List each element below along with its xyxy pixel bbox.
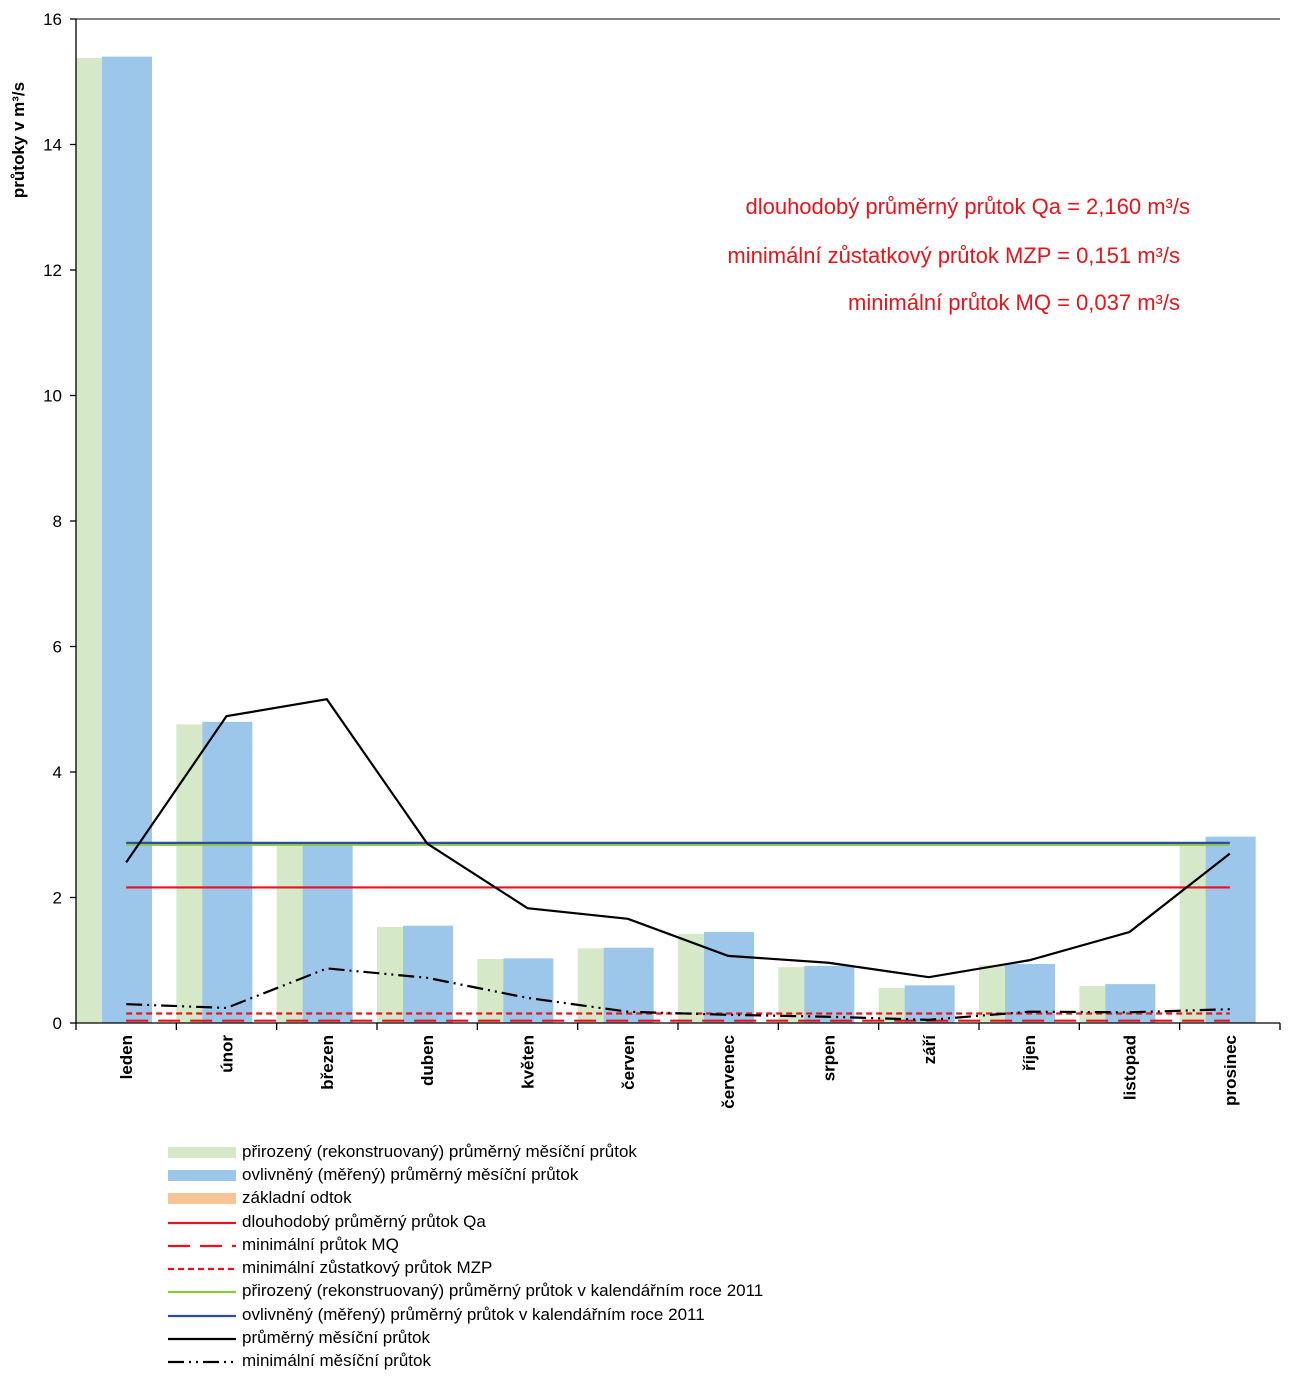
x-tick-label: říjen <box>1020 1035 1039 1071</box>
legend-swatch <box>168 1168 236 1182</box>
legend-swatch <box>168 1354 236 1368</box>
series-lines <box>125 698 1231 1021</box>
bar-measured <box>403 925 453 1023</box>
annotation-qa: dlouhodobý průměrný průtok Qa = 2,160 m³… <box>745 194 1190 219</box>
x-tick-label: leden <box>117 1035 136 1079</box>
legend-swatch <box>168 1191 236 1205</box>
y-tick-labels: 0 2 4 6 8 10 12 14 16 <box>43 10 62 1033</box>
legend-swatch <box>168 1284 236 1298</box>
legend-swatch <box>168 1308 236 1322</box>
min-monthly-flow-line <box>126 967 1230 1021</box>
legend-label: dlouhodobý průměrný průtok Qa <box>242 1211 486 1231</box>
x-tick-label: duben <box>418 1035 437 1086</box>
legend-item: přirozený (rekonstruovaný) průměrný průt… <box>168 1280 763 1303</box>
legend-swatch <box>168 1238 236 1252</box>
bar-measured <box>704 932 754 1023</box>
x-tick-label: září <box>920 1034 939 1065</box>
legend-label: přirozený (rekonstruovaný) průměrný měsí… <box>242 1141 637 1161</box>
legend-swatch <box>168 1331 236 1345</box>
y-axis-label: průtoky v m³/s <box>9 82 28 198</box>
y-tick-label: 6 <box>53 638 62 657</box>
x-tick-label: červenec <box>719 1035 738 1109</box>
legend-item: minimální průtok MQ <box>168 1233 763 1256</box>
legend-item: přirozený (rekonstruovaný) průměrný měsí… <box>168 1140 763 1163</box>
y-tick-label: 14 <box>43 136 62 155</box>
legend-item: základní odtok <box>168 1187 763 1210</box>
legend-item: minimální zůstatkový průtok MZP <box>168 1256 763 1279</box>
y-tick-label: 4 <box>53 763 62 782</box>
y-tick-label: 2 <box>53 889 62 908</box>
y-tick-label: 16 <box>43 10 62 29</box>
x-tick-label: březen <box>318 1035 337 1090</box>
bar-measured <box>202 721 253 1023</box>
annotation-mzp: minimální zůstatkový průtok MZP = 0,151 … <box>727 243 1180 268</box>
y-tick-label: 8 <box>53 512 62 531</box>
legend-swatch-fill <box>168 1146 236 1158</box>
x-tick-label: květen <box>519 1035 538 1089</box>
x-tick-label: únor <box>218 1035 237 1073</box>
x-tick-label: červen <box>619 1035 638 1090</box>
legend-label: minimální měsíční průtok <box>242 1351 431 1371</box>
legend-item: dlouhodobý průměrný průtok Qa <box>168 1210 763 1233</box>
bar-measured <box>1205 836 1256 1023</box>
legend-swatch <box>168 1215 236 1229</box>
bar-measured <box>302 844 353 1023</box>
x-tick-label: srpen <box>820 1035 839 1081</box>
legend-item: minimální měsíční průtok <box>168 1350 763 1373</box>
bar-measured <box>1105 984 1156 1023</box>
legend-swatch-fill <box>168 1169 236 1181</box>
x-tick-labels: leden únor březen duben květen červen červenec… <box>117 1034 1240 1109</box>
legend-item: průměrný měsíční průtok <box>168 1326 763 1349</box>
y-tick-label: 12 <box>43 261 62 280</box>
legend-swatch <box>168 1261 236 1275</box>
x-tick-label: prosinec <box>1221 1035 1240 1106</box>
chart: 0 2 4 6 8 10 12 14 16 leden únor březen duben květen… <box>9 10 1281 1109</box>
legend-swatch-fill <box>168 1193 236 1205</box>
annotation-mq: minimální průtok MQ = 0,037 m³/s <box>848 290 1180 315</box>
legend-label: ovlivněný (měřený) průměrný měsíční průt… <box>242 1164 579 1184</box>
y-tick-label: 10 <box>43 387 62 406</box>
bar-measured <box>102 56 152 1023</box>
x-tick-label: listopad <box>1121 1035 1140 1100</box>
bar-measured <box>904 985 955 1023</box>
legend-label: základní odtok <box>242 1188 352 1208</box>
legend-label: průměrný měsíční průtok <box>242 1328 431 1348</box>
legend-label: ovlivněný (měřený) průměrný průtok v kal… <box>242 1304 705 1324</box>
legend-item: ovlivněný (měřený) průměrný průtok v kal… <box>168 1303 763 1326</box>
mean-monthly-flow-line <box>125 698 1231 979</box>
y-tick-label: 0 <box>53 1014 62 1033</box>
legend-label: přirozený (rekonstruovaný) průměrný průt… <box>242 1281 764 1301</box>
legend-swatch <box>168 1145 236 1159</box>
legend: přirozený (rekonstruovaný) průměrný měsí… <box>168 1140 763 1373</box>
axes <box>70 18 1281 1030</box>
bar-measured <box>503 958 554 1023</box>
legend-label: minimální zůstatkový průtok MZP <box>242 1258 493 1278</box>
legend-label: minimální průtok MQ <box>242 1234 399 1254</box>
legend-item: ovlivněný (měřený) průměrný měsíční průt… <box>168 1163 763 1186</box>
